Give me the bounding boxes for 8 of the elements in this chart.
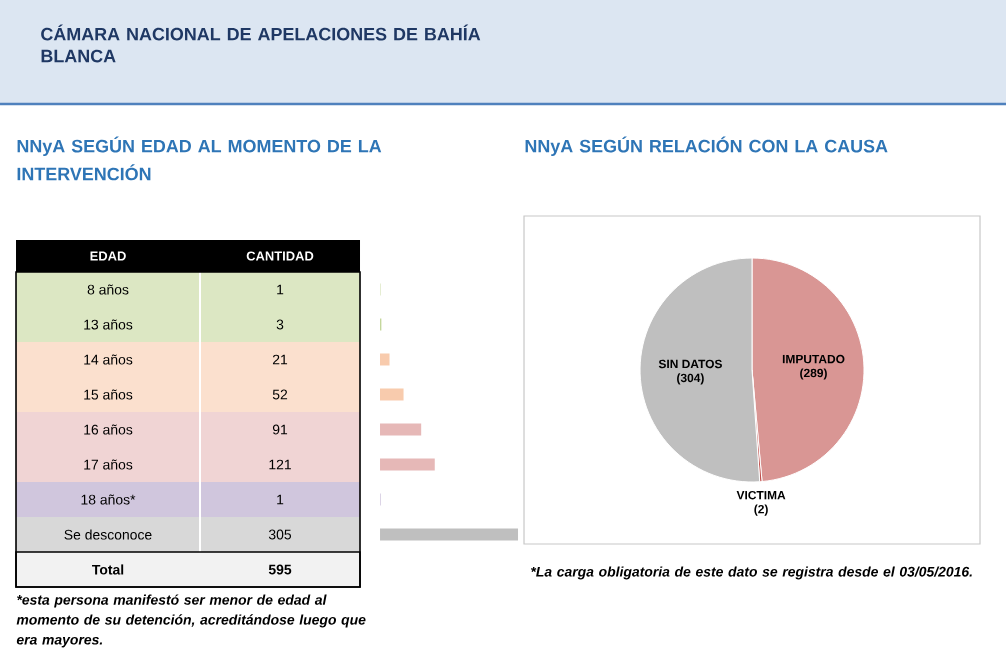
bar	[380, 528, 519, 541]
chart-title: CÁMARA NACIONAL DE APELACIONES DE BAHÍA BLANCA	[41, 24, 481, 63]
chart-title: NNyA SEGÚN RELACIÓN CON LA CAUSA	[525, 136, 888, 157]
bar	[380, 388, 404, 401]
bar	[380, 353, 390, 366]
bar	[380, 423, 422, 436]
text: NNyA SEGÚN EDAD AL MOMENTO DE LA INTERVENCIÓN	[17, 136, 382, 181]
bar	[380, 458, 435, 471]
